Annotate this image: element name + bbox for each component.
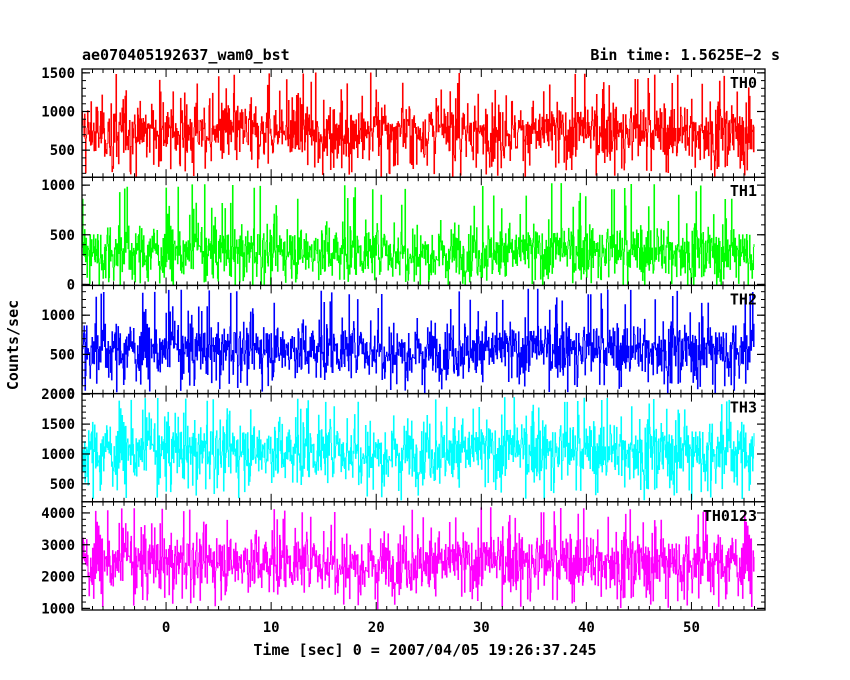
x-axis-label: Time [sec] 0 = 2007/04/05 19:26:37.245 <box>253 641 596 659</box>
y-tick-label: 4000 <box>41 506 75 522</box>
y-axis-label: Counts/sec <box>4 300 22 390</box>
x-tick-label: 20 <box>368 620 385 636</box>
y-tick-label: 500 <box>50 477 75 493</box>
y-tick-label: 1500 <box>41 417 75 433</box>
y-tick-label: 0 <box>67 387 75 403</box>
series-th0123 <box>81 507 755 610</box>
panel-label-th1: TH1 <box>730 182 757 200</box>
y-tick-label: 1000 <box>41 601 75 617</box>
panel-label-th0123: TH0123 <box>703 507 757 525</box>
panel-frame-th0123 <box>81 501 766 611</box>
x-tick-label: 40 <box>578 620 595 636</box>
y-tick-label: 1000 <box>41 105 75 121</box>
chart-title: ae070405192637_wam0_bst <box>82 46 290 64</box>
panel-label-th2: TH2 <box>730 290 757 308</box>
x-tick-label: 30 <box>473 620 490 636</box>
y-tick-label: 1000 <box>41 308 75 324</box>
y-tick-label: 1000 <box>41 447 75 463</box>
series-th3 <box>81 397 755 501</box>
y-tick-label: 0 <box>67 277 75 293</box>
panel-label-th0: TH0 <box>730 74 757 92</box>
y-tick-label: 2000 <box>41 387 75 403</box>
x-tick-label: 50 <box>683 620 700 636</box>
y-tick-label: 500 <box>50 228 75 244</box>
y-tick-label: 3000 <box>41 538 75 554</box>
series-th1 <box>81 183 755 286</box>
bin-time-label: Bin time: 1.5625E−2 s <box>590 46 780 64</box>
y-tick-label: 500 <box>50 347 75 363</box>
y-tick-label: 2000 <box>41 570 75 586</box>
series-th2 <box>81 288 755 394</box>
series-th0 <box>81 72 755 178</box>
y-tick-label: 1000 <box>41 178 75 194</box>
y-tick-label: 500 <box>50 143 75 159</box>
x-tick-label: 0 <box>162 620 170 636</box>
x-tick-label: 10 <box>263 620 280 636</box>
panel-label-th3: TH3 <box>730 399 757 417</box>
y-tick-label: 1500 <box>41 66 75 82</box>
